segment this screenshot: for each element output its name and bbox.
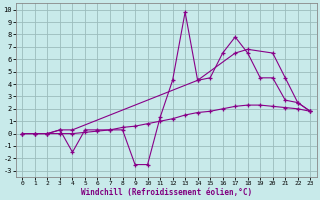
X-axis label: Windchill (Refroidissement éolien,°C): Windchill (Refroidissement éolien,°C) [81,188,252,197]
